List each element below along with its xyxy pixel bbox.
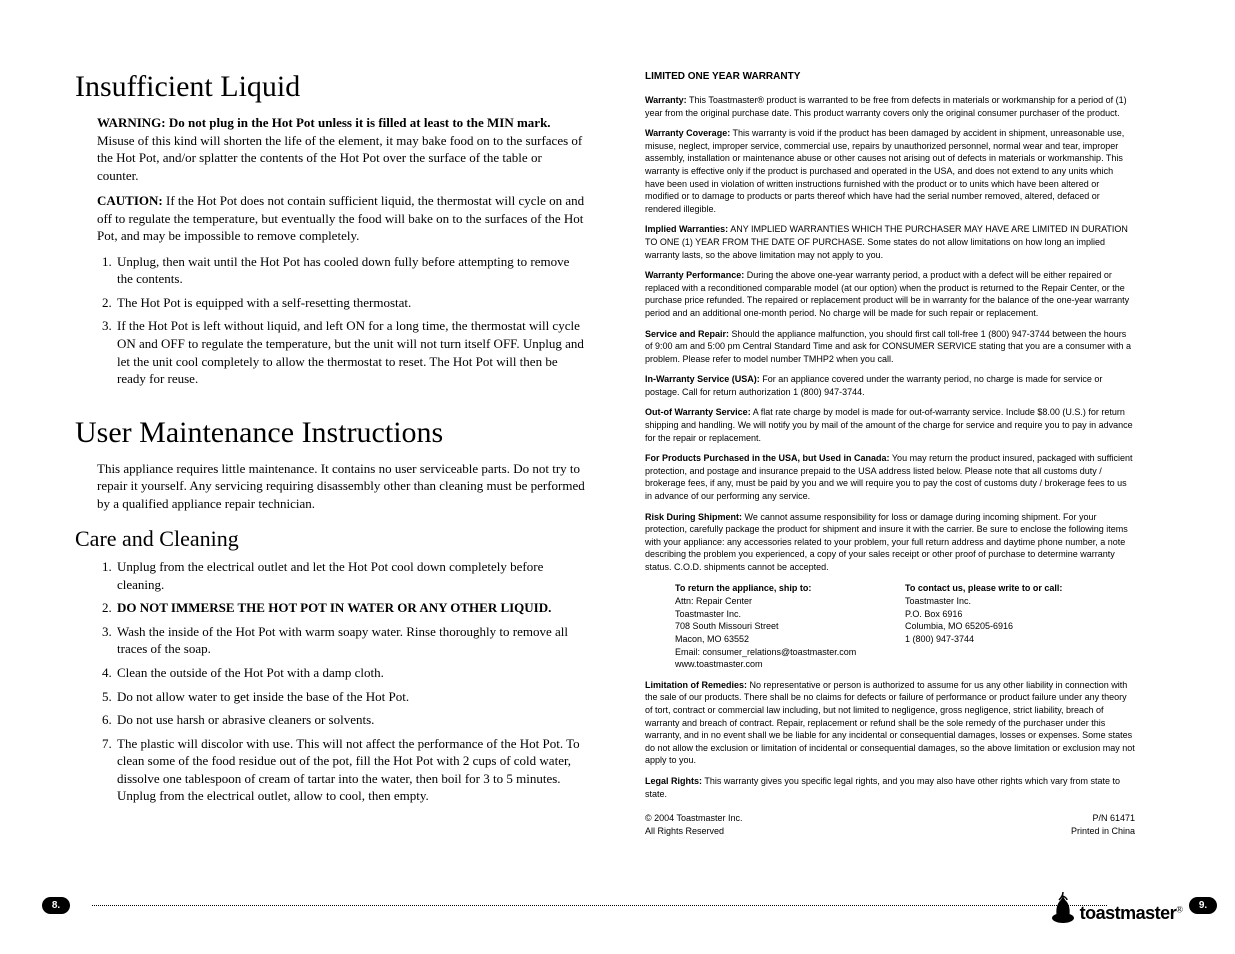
warranty-label: Legal Rights: <box>645 776 702 786</box>
warranty-title: LIMITED ONE YEAR WARRANTY <box>645 70 1135 84</box>
warning-paragraph: WARNING: Do not plug in the Hot Pot unle… <box>97 114 585 184</box>
warranty-paragraph: For Products Purchased in the USA, but U… <box>645 452 1135 502</box>
left-column: Insufficient Liquid WARNING: Do not plug… <box>75 70 585 837</box>
warranty-paragraph: Warranty: This Toastmaster® product is w… <box>645 94 1135 119</box>
copyright-left: © 2004 Toastmaster Inc. All Rights Reser… <box>645 812 743 837</box>
addr-line: Toastmaster Inc. <box>675 608 905 621</box>
warranty-paragraphs: Warranty: This Toastmaster® product is w… <box>645 94 1135 574</box>
addr-line: Macon, MO 63552 <box>675 633 905 646</box>
contact-column: To contact us, please write to or call: … <box>905 582 1135 671</box>
insufficient-liquid-list: Unplug, then wait until the Hot Pot has … <box>115 253 585 388</box>
care-item-bold: DO NOT IMMERSE THE HOT POT IN WATER OR A… <box>117 600 551 615</box>
warranty-text: This warranty gives you specific legal r… <box>645 776 1120 799</box>
page-number-right: 9. <box>1189 897 1217 914</box>
care-cleaning-list: Unplug from the electrical outlet and le… <box>115 558 585 805</box>
footer-divider <box>92 905 1107 906</box>
heading-insufficient-liquid: Insufficient Liquid <box>75 70 585 104</box>
list-item: Unplug from the electrical outlet and le… <box>115 558 585 593</box>
warranty-label: For Products Purchased in the USA, but U… <box>645 453 890 463</box>
warranty-text: This warranty is void if the product has… <box>645 128 1124 214</box>
list-item: Do not use harsh or abrasive cleaners or… <box>115 711 585 729</box>
warranty-paragraph: In-Warranty Service (USA): For an applia… <box>645 373 1135 398</box>
warranty-label: Warranty Performance: <box>645 270 744 280</box>
list-item: Wash the inside of the Hot Pot with warm… <box>115 623 585 658</box>
warning-label: WARNING: Do not plug in the Hot Pot unle… <box>97 115 551 130</box>
warranty-label: Warranty Coverage: <box>645 128 730 138</box>
list-item: The plastic will discolor with use. This… <box>115 735 585 805</box>
warranty-label: In-Warranty Service (USA): <box>645 374 760 384</box>
copyright-right: P/N 61471 Printed in China <box>1071 812 1135 837</box>
warranty-paragraph: Implied Warranties: ANY IMPLIED WARRANTI… <box>645 223 1135 261</box>
page-number-left: 8. <box>42 897 70 914</box>
warranty-label: Warranty: <box>645 95 687 105</box>
maintenance-paragraph: This appliance requires little maintenan… <box>97 460 585 513</box>
warranty-paragraph: Out-of Warranty Service: A flat rate cha… <box>645 406 1135 444</box>
addr-line: 1 (800) 947-3744 <box>905 633 1135 646</box>
warranty-paragraphs-2: Limitation of Remedies: No representativ… <box>645 679 1135 800</box>
brand-logo: toastmaster® <box>1049 890 1183 924</box>
brand-text: toastmaster® <box>1080 903 1183 924</box>
right-column: LIMITED ONE YEAR WARRANTY Warranty: This… <box>645 70 1135 837</box>
rights-reserved: All Rights Reserved <box>645 825 743 838</box>
warranty-paragraph: Risk During Shipment: We cannot assume r… <box>645 511 1135 574</box>
printed-in: Printed in China <box>1071 825 1135 838</box>
warranty-label: Implied Warranties: <box>645 224 728 234</box>
addr-line: Attn: Repair Center <box>675 595 905 608</box>
copyright-row: © 2004 Toastmaster Inc. All Rights Reser… <box>645 812 1135 837</box>
caution-label: CAUTION: <box>97 193 163 208</box>
warranty-paragraph: Service and Repair: Should the appliance… <box>645 328 1135 366</box>
toastmaster-icon <box>1049 890 1077 924</box>
caution-text: If the Hot Pot does not contain sufficie… <box>97 193 584 243</box>
warranty-paragraph: Legal Rights: This warranty gives you sp… <box>645 775 1135 800</box>
address-columns: To return the appliance, ship to: Attn: … <box>675 582 1135 671</box>
list-item: Unplug, then wait until the Hot Pot has … <box>115 253 585 288</box>
list-item: If the Hot Pot is left without liquid, a… <box>115 317 585 387</box>
list-item: DO NOT IMMERSE THE HOT POT IN WATER OR A… <box>115 599 585 617</box>
list-item: Do not allow water to get inside the bas… <box>115 688 585 706</box>
warranty-label: Limitation of Remedies: <box>645 680 747 690</box>
addr-line: www.toastmaster.com <box>675 658 905 671</box>
warranty-text: No representative or person is authorize… <box>645 680 1135 766</box>
warranty-label: Out-of Warranty Service: <box>645 407 751 417</box>
ship-to-column: To return the appliance, ship to: Attn: … <box>675 582 905 671</box>
contact-heading: To contact us, please write to or call: <box>905 582 1135 595</box>
warranty-label: Risk During Shipment: <box>645 512 742 522</box>
list-item: The Hot Pot is equipped with a self-rese… <box>115 294 585 312</box>
ship-to-heading: To return the appliance, ship to: <box>675 582 905 595</box>
addr-line: P.O. Box 6916 <box>905 608 1135 621</box>
warranty-paragraph: Limitation of Remedies: No representativ… <box>645 679 1135 767</box>
addr-line: Email: consumer_relations@toastmaster.co… <box>675 646 905 659</box>
warranty-label: Service and Repair: <box>645 329 729 339</box>
warranty-paragraph: Warranty Performance: During the above o… <box>645 269 1135 319</box>
warning-text: Misuse of this kind will shorten the lif… <box>97 133 582 183</box>
addr-line: 708 South Missouri Street <box>675 620 905 633</box>
heading-care-cleaning: Care and Cleaning <box>75 526 585 552</box>
part-number: P/N 61471 <box>1071 812 1135 825</box>
page-footer: 8. toastmaster® 9. <box>0 884 1235 928</box>
warranty-text: This Toastmaster® product is warranted t… <box>645 95 1127 118</box>
warranty-paragraph: Warranty Coverage: This warranty is void… <box>645 127 1135 215</box>
caution-paragraph: CAUTION: If the Hot Pot does not contain… <box>97 192 585 245</box>
list-item: Clean the outside of the Hot Pot with a … <box>115 664 585 682</box>
addr-line: Toastmaster Inc. <box>905 595 1135 608</box>
copyright: © 2004 Toastmaster Inc. <box>645 812 743 825</box>
heading-user-maintenance: User Maintenance Instructions <box>75 416 585 450</box>
addr-line: Columbia, MO 65205-6916 <box>905 620 1135 633</box>
